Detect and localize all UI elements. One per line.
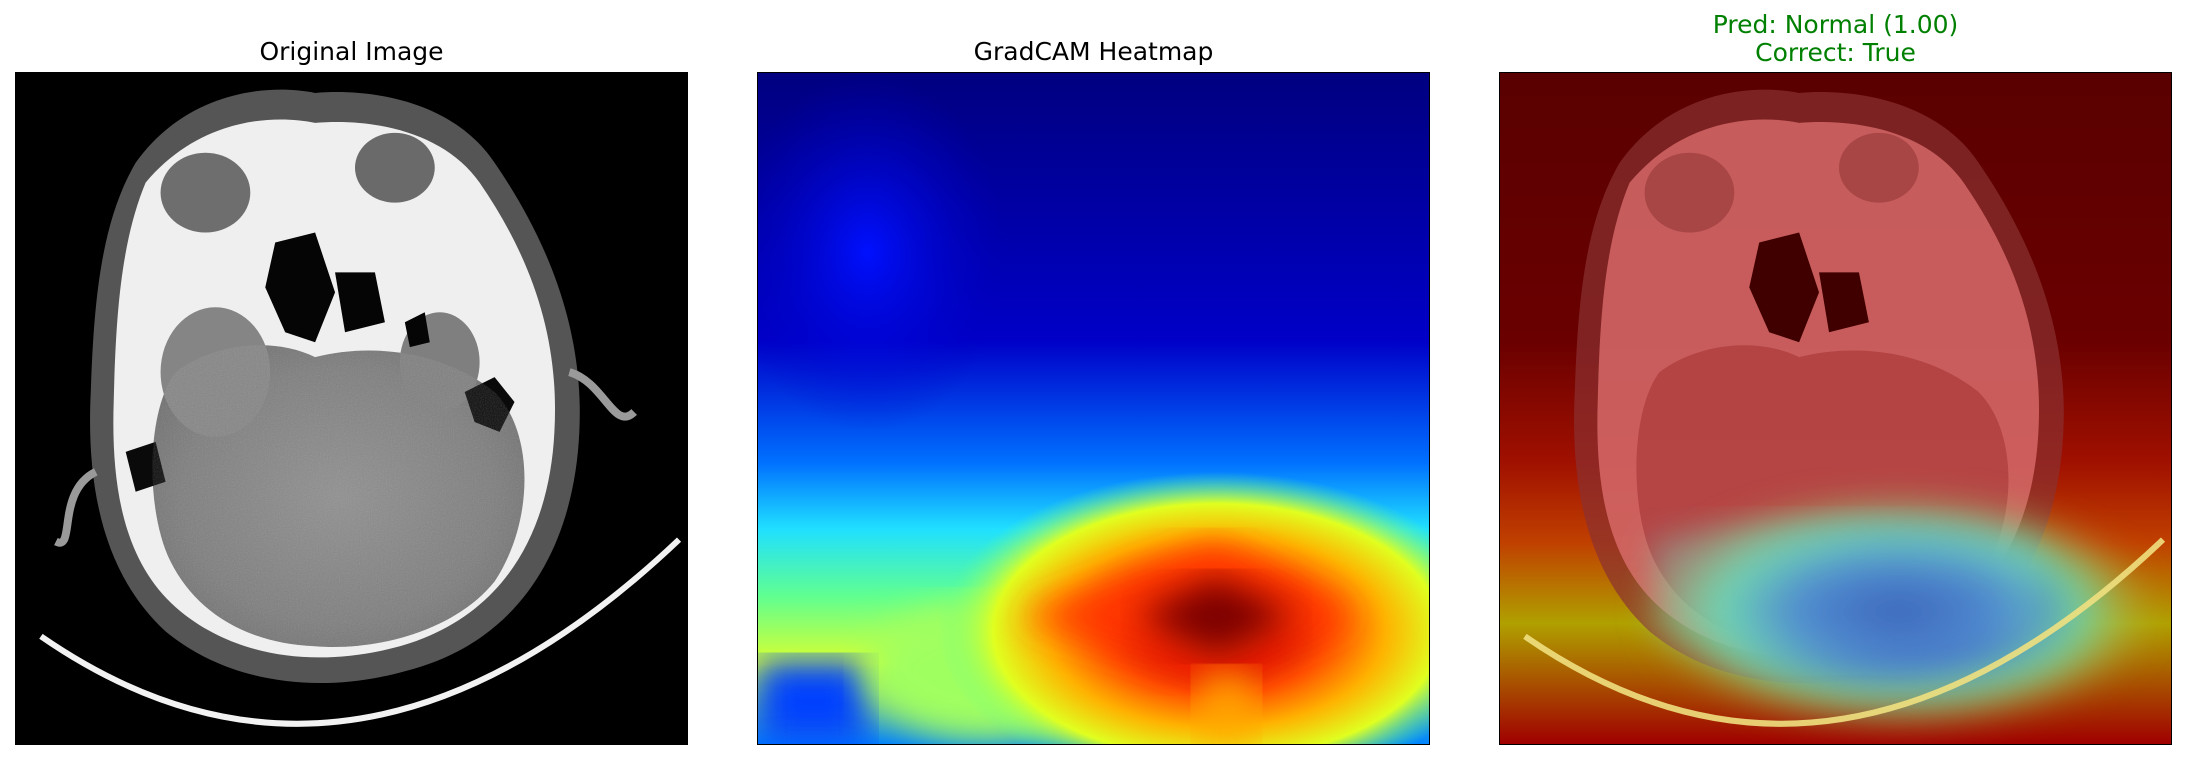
gradcam-overlay-panel: Pred: Normal (1.00) Correct: True (1499, 0, 2172, 761)
gradcam-overlay-image (1499, 72, 2172, 745)
original-image-title: Original Image (259, 37, 444, 66)
gradcam-heatmap-panel: GradCAM Heatmap (757, 0, 1430, 761)
original-image-panel: Original Image (15, 0, 688, 761)
prediction-label: Pred: Normal (1.00) (1712, 10, 1959, 39)
gradcam-heatmap-title: GradCAM Heatmap (973, 37, 1214, 66)
correctness-label: Correct: True (1755, 38, 1916, 67)
original-ct-image (15, 72, 688, 745)
gradcam-heatmap-image (757, 72, 1430, 745)
